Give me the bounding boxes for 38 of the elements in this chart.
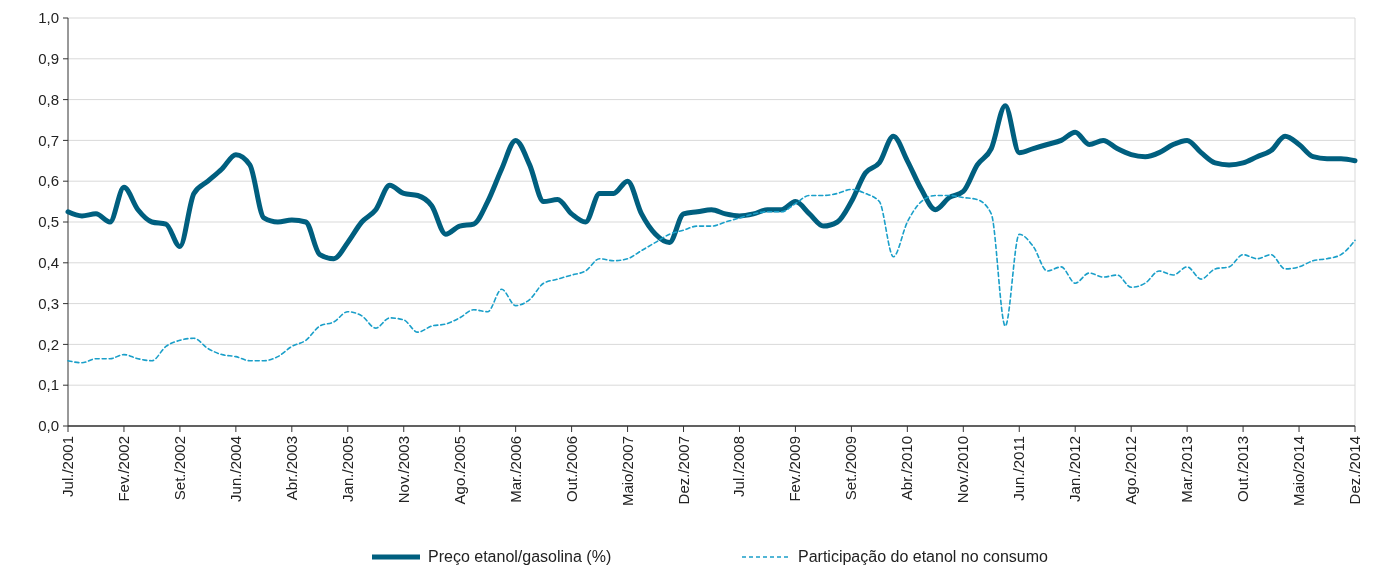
x-tick-label: Abr./2010 <box>898 436 916 501</box>
x-tick-label: Out./2006 <box>562 436 580 502</box>
x-tick-label: Set./2009 <box>842 436 860 501</box>
x-tick-label: Mar./2013 <box>1178 436 1196 503</box>
y-tick-label: 0,2 <box>38 335 59 353</box>
y-tick-label: 0,9 <box>38 50 59 68</box>
y-tick-label: 0,4 <box>38 254 59 272</box>
y-tick-label: 1,0 <box>38 9 59 27</box>
x-tick-label: Ago./2005 <box>450 436 468 505</box>
y-tick-label: 0,3 <box>38 294 59 312</box>
x-tick-label: Out./2013 <box>1234 436 1252 502</box>
x-tick-label: Nov./2003 <box>394 436 412 504</box>
x-tick-label: Jul./2001 <box>59 436 76 497</box>
y-tick-label: 0,5 <box>38 213 59 231</box>
x-tick-label: Dez./2014 <box>1346 436 1363 505</box>
y-tick-label: 0,0 <box>38 417 59 435</box>
x-tick-label: Jul./2008 <box>730 436 748 497</box>
x-tick-label: Fev./2002 <box>114 436 132 502</box>
x-tick-label: Set./2002 <box>170 436 188 501</box>
x-tick-label: Jun./2004 <box>226 436 244 502</box>
x-tick-label: Jan./2005 <box>338 436 356 502</box>
x-tick-label: Mar./2006 <box>506 436 524 503</box>
y-tick-label: 0,7 <box>38 131 59 149</box>
x-tick-label: Abr./2003 <box>282 436 300 501</box>
x-tick-label: Jun./2011 <box>1010 436 1028 501</box>
x-tick-label: Dez./2007 <box>674 436 692 505</box>
legend-label: Preço etanol/gasolina (%) <box>428 548 612 565</box>
y-tick-label: 0,1 <box>38 376 59 394</box>
x-tick-label: Ago./2012 <box>1122 436 1140 505</box>
y-tick-label: 0,6 <box>38 172 59 190</box>
line-series <box>67 188 1356 364</box>
x-tick-label: Maio/2007 <box>618 436 636 507</box>
x-tick-label: Nov./2010 <box>954 436 972 504</box>
x-tick-label: Fev./2009 <box>786 436 804 502</box>
x-tick-label: Jan./2012 <box>1066 436 1084 502</box>
legend-label: Participação do etanol no consumo <box>798 548 1049 565</box>
y-tick-label: 0,8 <box>38 90 59 108</box>
x-tick-label: Maio/2014 <box>1290 436 1308 507</box>
